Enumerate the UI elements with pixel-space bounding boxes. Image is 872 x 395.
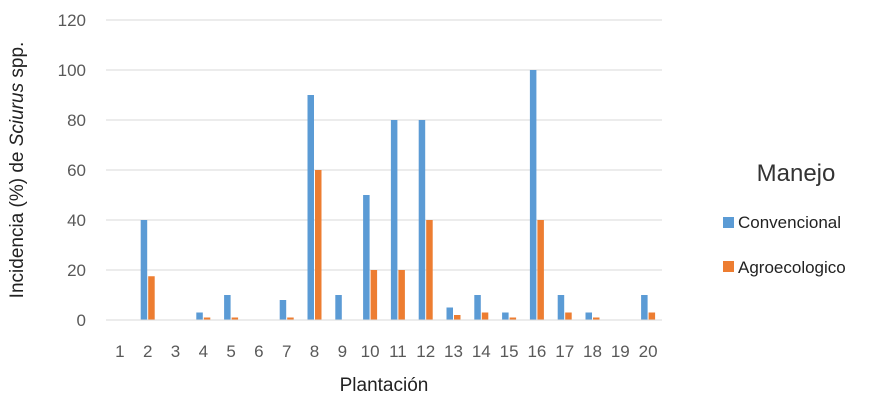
bars bbox=[140, 70, 656, 320]
x-tick-labels: 1 2 3 4 5 6 7 8 9 10 11 12 13 14 15 16 17 18 19 20 bbox=[115, 342, 657, 361]
bar-agroecologico-14 bbox=[481, 312, 489, 320]
bar-convencional-12 bbox=[418, 120, 426, 320]
bar-agroecologico-4 bbox=[203, 317, 211, 320]
bar-convencional-2 bbox=[140, 220, 148, 320]
bar-convencional-20 bbox=[641, 295, 648, 320]
x-tick-label: 7 bbox=[282, 342, 291, 361]
x-tick-label: 9 bbox=[338, 342, 347, 361]
bar-convencional-7 bbox=[279, 300, 287, 320]
bar-agroecologico-7 bbox=[287, 317, 294, 320]
bar-agroecologico-16 bbox=[537, 220, 544, 320]
bar-convencional-14 bbox=[474, 295, 481, 320]
y-tick-label: 80 bbox=[67, 111, 86, 130]
bar-convencional-15 bbox=[502, 312, 509, 320]
bar-convencional-5 bbox=[224, 295, 231, 320]
legend-label-convencional: Convencional bbox=[738, 213, 841, 232]
bar-convencional-9 bbox=[335, 295, 342, 320]
x-axis-title: Plantación bbox=[340, 375, 429, 395]
x-tick-label: 5 bbox=[226, 342, 235, 361]
x-tick-label: 2 bbox=[143, 342, 152, 361]
x-tick-label: 17 bbox=[555, 342, 574, 361]
bar-agroecologico-11 bbox=[398, 270, 405, 320]
x-tick-label: 18 bbox=[583, 342, 602, 361]
legend-swatch-agroecologico bbox=[723, 261, 734, 272]
bar-convencional-10 bbox=[363, 195, 370, 320]
x-tick-label: 16 bbox=[527, 342, 546, 361]
bar-agroecologico-12 bbox=[426, 220, 433, 320]
bar-agroecologico-15 bbox=[509, 317, 517, 320]
bar-agroecologico-2 bbox=[148, 276, 155, 320]
y-tick-label: 100 bbox=[58, 61, 86, 80]
x-tick-label: 15 bbox=[500, 342, 519, 361]
legend-swatch-convencional bbox=[723, 217, 734, 228]
bar-convencional-4 bbox=[196, 312, 203, 320]
x-tick-label: 6 bbox=[254, 342, 263, 361]
x-tick-label: 4 bbox=[199, 342, 208, 361]
bar-convencional-11 bbox=[390, 120, 398, 320]
bar-convencional-16 bbox=[529, 70, 537, 320]
bar-convencional-18 bbox=[585, 312, 592, 320]
bar-agroecologico-10 bbox=[370, 270, 378, 320]
legend-label-agroecologico: Agroecologico bbox=[738, 258, 846, 277]
bar-convencional-8 bbox=[307, 95, 314, 320]
x-tick-label: 1 bbox=[115, 342, 124, 361]
bar-agroecologico-17 bbox=[565, 312, 572, 320]
x-tick-label: 10 bbox=[361, 342, 380, 361]
legend-title: Manejo bbox=[757, 160, 836, 187]
bar-convencional-13 bbox=[446, 307, 453, 320]
y-axis-title: Incidencia (%) de Sciurus spp. bbox=[7, 42, 28, 299]
x-tick-label: 3 bbox=[171, 342, 180, 361]
y-tick-label: 0 bbox=[77, 311, 86, 330]
x-tick-label: 11 bbox=[389, 342, 407, 361]
x-tick-label: 19 bbox=[611, 342, 630, 361]
y-tick-label: 120 bbox=[58, 11, 86, 30]
bar-agroecologico-13 bbox=[454, 315, 461, 320]
x-tick-label: 12 bbox=[416, 342, 435, 361]
bar-agroecologico-8 bbox=[315, 170, 322, 320]
x-tick-label: 13 bbox=[444, 342, 463, 361]
bar-convencional-17 bbox=[557, 295, 565, 320]
bar-agroecologico-5 bbox=[231, 317, 239, 320]
y-tick-label: 20 bbox=[67, 261, 86, 280]
bar-agroecologico-20 bbox=[648, 312, 656, 320]
y-tick-label: 60 bbox=[67, 161, 86, 180]
x-tick-label: 14 bbox=[472, 342, 491, 361]
x-tick-label: 8 bbox=[310, 342, 319, 361]
y-tick-label: 40 bbox=[67, 211, 86, 230]
gridlines bbox=[106, 19, 662, 271]
bar-agroecologico-18 bbox=[593, 317, 600, 320]
legend: Manejo Convencional Agroecologico bbox=[723, 160, 846, 277]
x-tick-label: 20 bbox=[639, 342, 658, 361]
y-tick-labels: 0 20 40 60 80 100 120 bbox=[58, 11, 86, 330]
